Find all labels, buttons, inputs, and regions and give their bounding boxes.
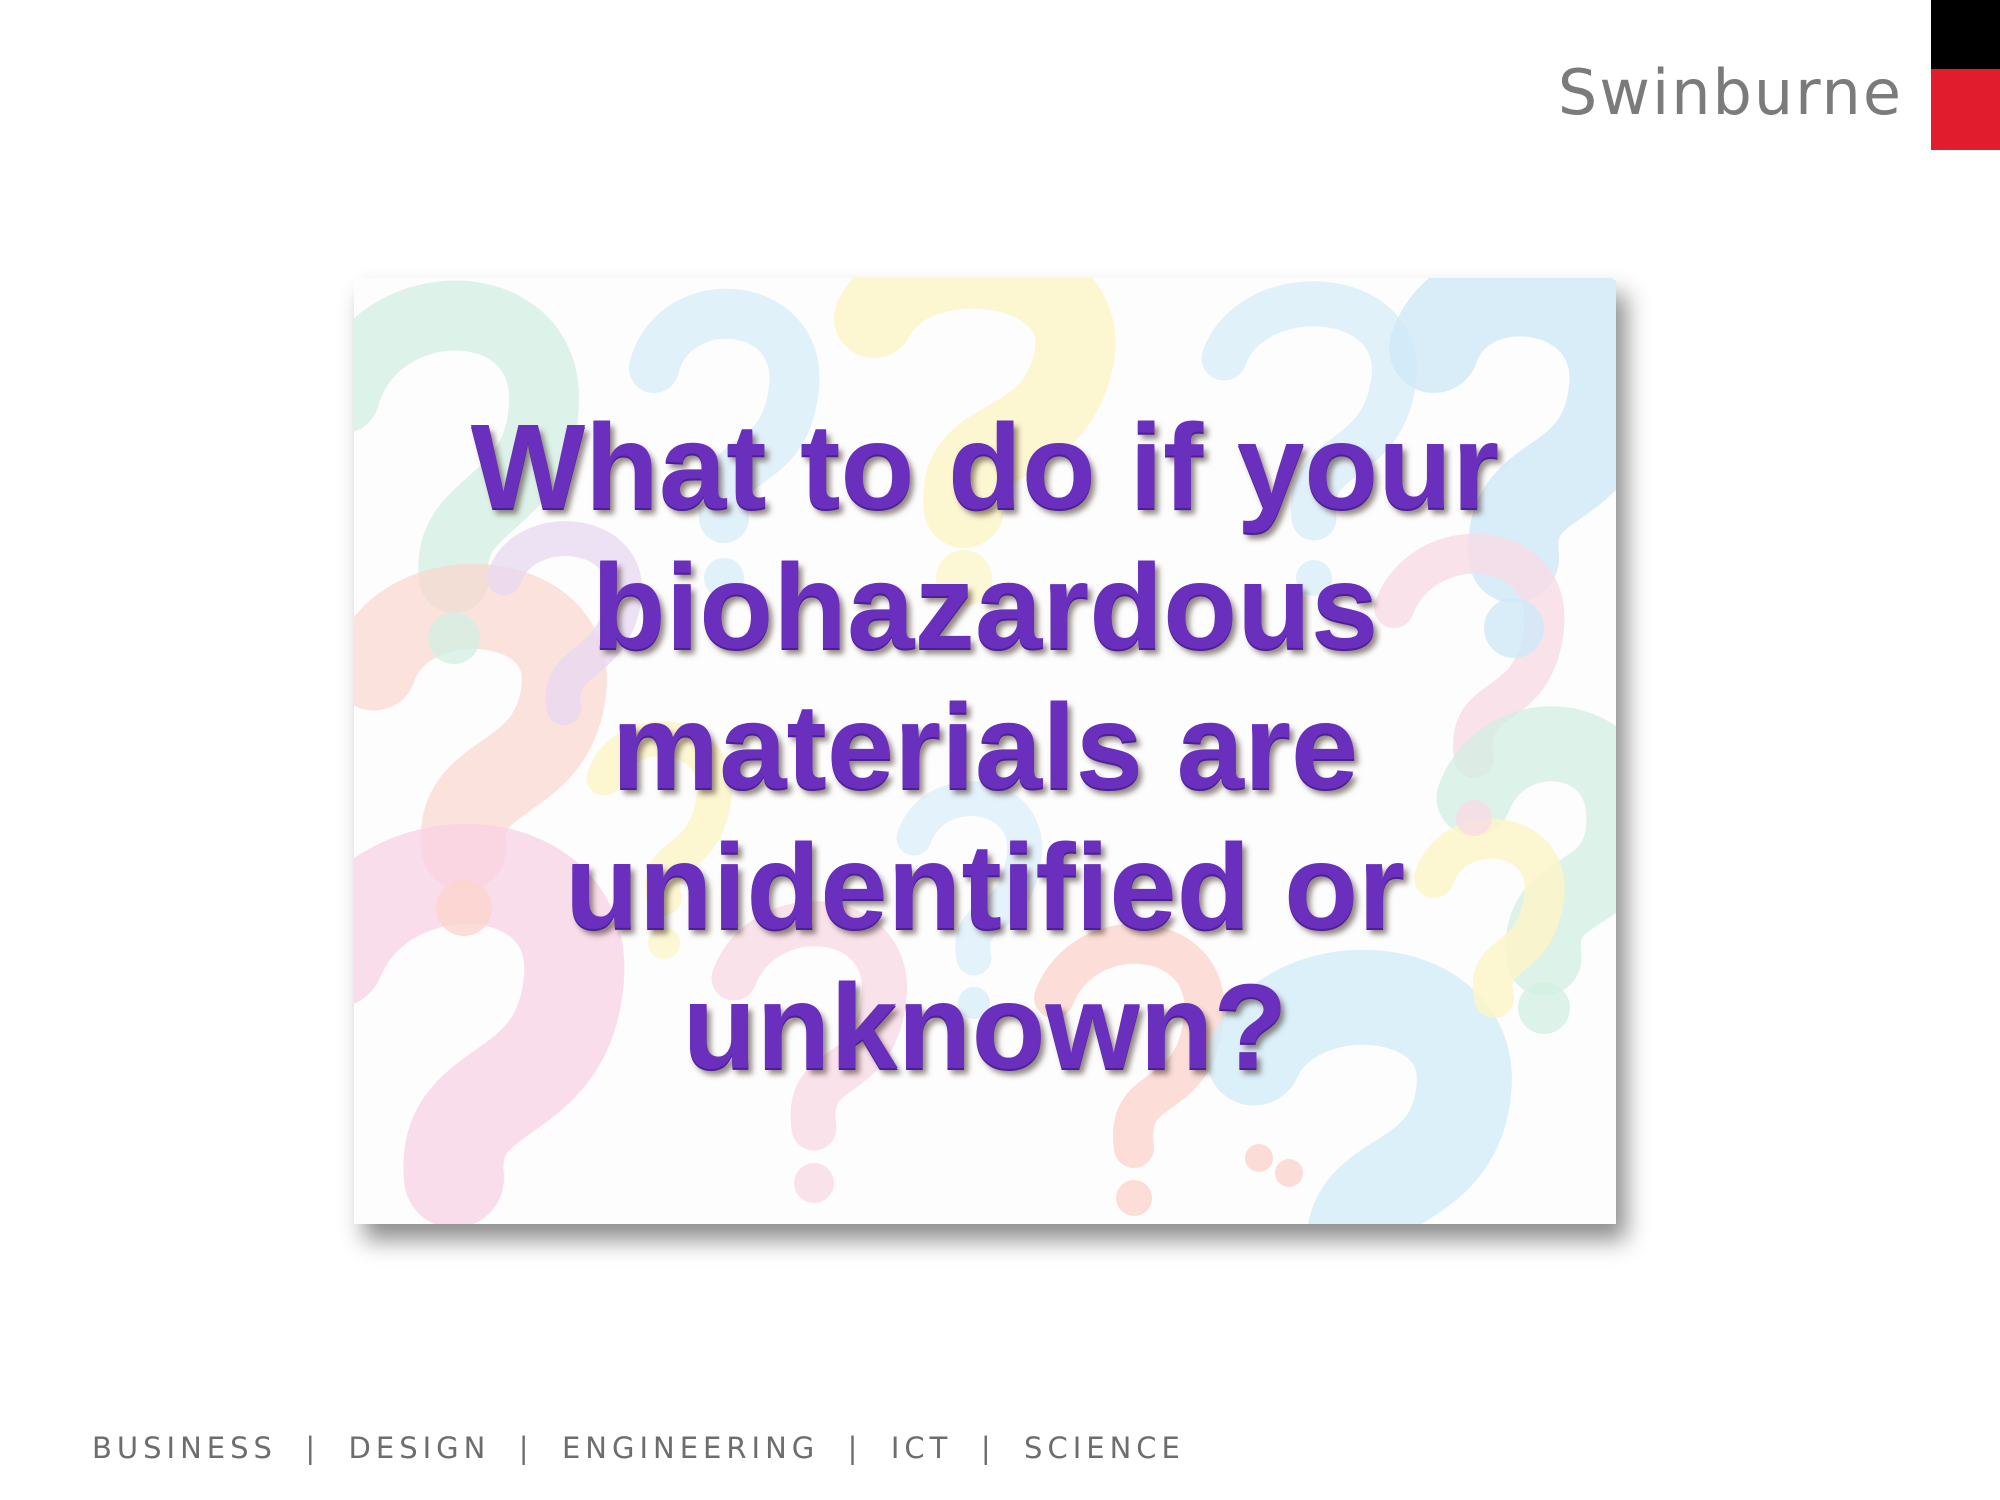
brand-logo-red-block [1931,69,2000,150]
brand-name: Swinburne [1557,56,1903,129]
brand-header: Swinburne [1380,0,2000,150]
footer-tagline: BUSINESS | DESIGN | ENGINEERING | ICT | … [92,1431,1185,1465]
question-line: unidentified or [564,818,1406,954]
question-line: What to do if your [470,398,1500,534]
question-line: materials are [611,678,1359,814]
question-mark-background [354,278,1616,1224]
question-heading: What to do if your biohazardous material… [414,396,1556,1096]
question-line: unknown? [682,958,1288,1094]
slide-image: What to do if your biohazardous material… [354,278,1616,1224]
question-line: biohazardous [591,538,1379,674]
brand-logo-black-block [1931,0,2000,69]
